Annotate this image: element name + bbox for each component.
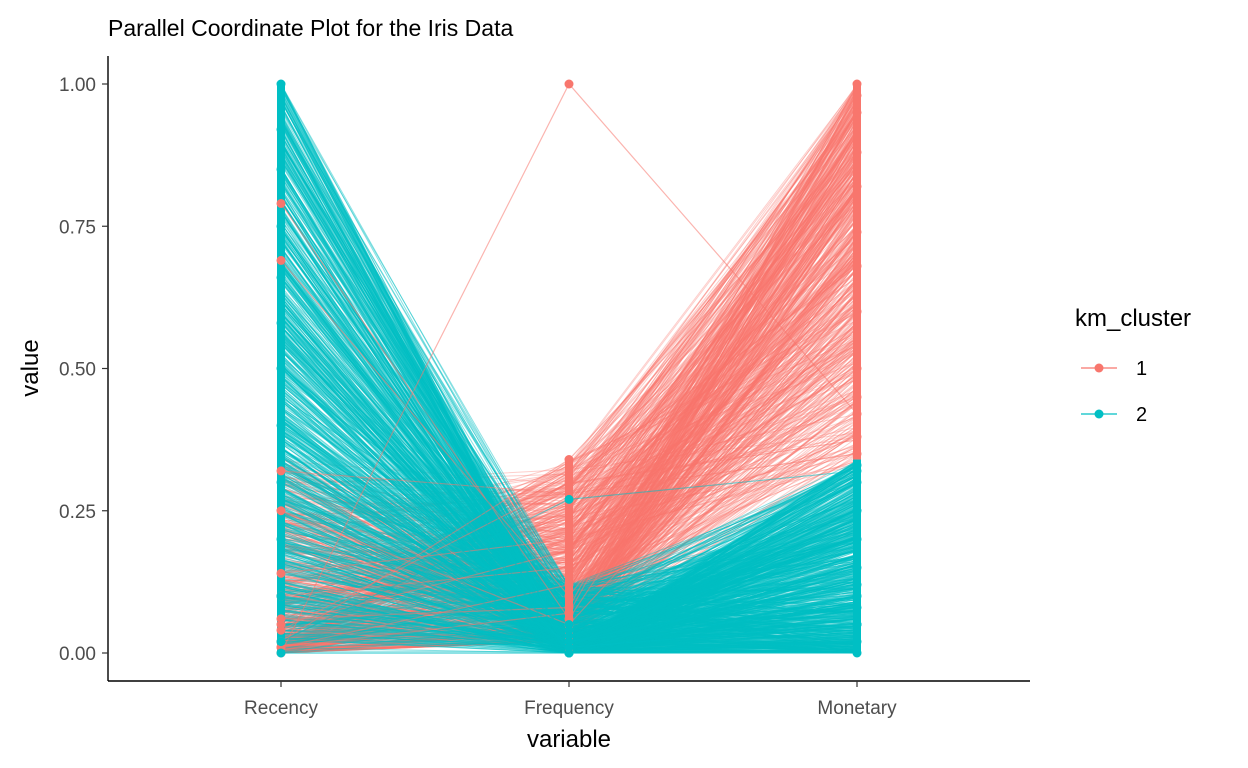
profile-layer	[276, 79, 862, 658]
series-2-point	[852, 563, 862, 573]
x-tick-label-monetary: Monetary	[817, 698, 897, 719]
x-axis-title: variable	[527, 726, 611, 753]
x-tick-label-frequency: Frequency	[524, 698, 614, 719]
series-2-point	[852, 580, 862, 590]
y-axis-title: value	[17, 339, 44, 396]
series-2-point	[276, 364, 286, 373]
series-1-point	[564, 477, 574, 487]
series-1-point	[276, 506, 286, 516]
y-tick-label: 1.00	[59, 75, 96, 96]
y-tick-label: 0.75	[59, 217, 96, 238]
series-2-point	[852, 466, 862, 476]
series-2-point	[276, 591, 286, 601]
series-2-point	[564, 648, 574, 658]
legend-keys: 12	[1081, 358, 1147, 426]
series-1-point	[564, 580, 574, 590]
series-1-point	[276, 620, 286, 630]
series-1-point	[564, 546, 574, 556]
axis-band-monetary-lower	[853, 459, 861, 653]
series-2-point	[852, 637, 862, 647]
series-2-point	[564, 494, 574, 504]
series-2-point	[276, 272, 286, 282]
series-1-point	[852, 432, 862, 442]
legend-title: km_cluster	[1075, 305, 1191, 332]
plot-title: Parallel Coordinate Plot for the Iris Da…	[108, 15, 513, 41]
series-1-point	[852, 107, 862, 117]
y-tick-label: 0.25	[59, 502, 96, 523]
series-2-point	[564, 625, 574, 635]
series-2-point	[276, 125, 286, 135]
series-1-point	[276, 198, 286, 208]
legend-key-point-2	[1094, 409, 1104, 419]
series-2-point	[276, 221, 286, 231]
series-2-point	[852, 602, 862, 612]
series-1-point	[852, 261, 862, 271]
series-2-point	[852, 506, 862, 516]
axis-band-monetary-upper	[853, 84, 861, 460]
series-1-point	[852, 147, 862, 157]
series-1-point	[852, 409, 862, 419]
series-1-point	[276, 568, 286, 578]
series-2-point	[276, 637, 286, 647]
axis-band-frequency	[565, 459, 573, 653]
legend-key-point-1	[1094, 363, 1104, 373]
series-1-point	[852, 392, 862, 402]
series-1-point	[564, 608, 574, 618]
legend: km_cluster 12	[1075, 305, 1191, 426]
legend-label-2: 2	[1136, 404, 1147, 426]
series-2-point	[276, 318, 286, 328]
series-1-point	[852, 181, 862, 191]
y-tick-label: 0.50	[59, 360, 96, 381]
series-1-point	[276, 255, 286, 265]
x-ticks: Recency Frequency Monetary	[244, 681, 897, 719]
series-1-point	[852, 227, 862, 237]
y-tick-label: 0.00	[59, 644, 96, 665]
series-1-point	[564, 455, 574, 465]
series-1-point	[852, 307, 862, 317]
series-2-point	[852, 591, 862, 601]
series-1-point	[852, 364, 862, 373]
series-2-point	[276, 534, 286, 544]
series-2-point	[852, 534, 862, 544]
series-2-point	[276, 164, 286, 174]
series-1-point	[564, 534, 574, 544]
series-1-point	[852, 90, 862, 100]
series-1-point	[276, 466, 286, 476]
series-2-point	[852, 648, 862, 658]
series-1-point	[564, 79, 574, 89]
series-2-point	[276, 79, 286, 89]
series-1-point	[564, 563, 574, 573]
series-2-point	[276, 477, 286, 487]
series-1-point	[852, 79, 862, 89]
x-tick-label-recency: Recency	[244, 698, 318, 719]
series-1-point	[852, 449, 862, 459]
series-2-point	[276, 420, 286, 430]
series-2-point	[276, 648, 286, 658]
series-1-point	[564, 591, 574, 601]
series-2-point	[852, 620, 862, 630]
series-2-point	[852, 477, 862, 487]
y-ticks: 0.00 0.25 0.50 0.75 1.00	[59, 75, 108, 665]
legend-label-1: 1	[1136, 358, 1147, 380]
